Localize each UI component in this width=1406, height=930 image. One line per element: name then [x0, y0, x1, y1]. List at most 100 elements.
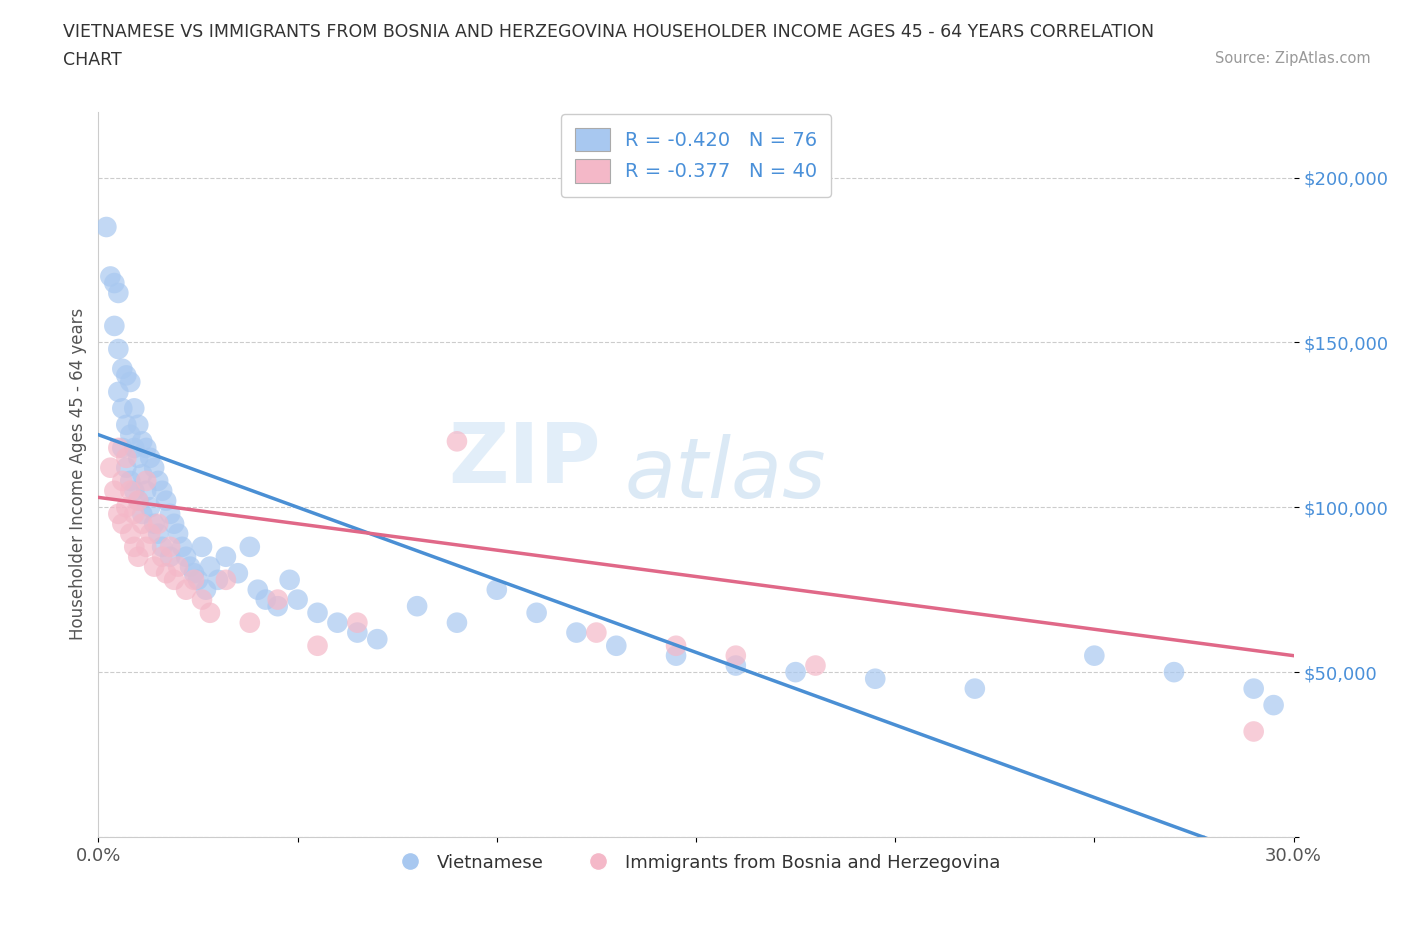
Point	[150, 539, 173, 554]
Point	[124, 507, 146, 522]
Point	[163, 516, 186, 531]
Point	[159, 507, 181, 522]
Point	[150, 484, 173, 498]
Point	[174, 550, 197, 565]
Point	[103, 484, 125, 498]
Point	[98, 269, 122, 284]
Point	[159, 539, 181, 554]
Point	[346, 616, 368, 631]
Point	[1163, 665, 1185, 680]
Point	[1083, 648, 1105, 663]
Point	[115, 418, 138, 432]
Point	[307, 605, 329, 620]
Point	[139, 499, 162, 514]
Point	[120, 473, 142, 488]
Point	[167, 559, 190, 574]
Text: atlas: atlas	[624, 433, 825, 515]
Point	[127, 418, 149, 432]
Point	[865, 671, 887, 686]
Point	[159, 550, 181, 565]
Point	[148, 526, 170, 541]
Y-axis label: Householder Income Ages 45 - 64 years: Householder Income Ages 45 - 64 years	[69, 308, 87, 641]
Point	[143, 516, 166, 531]
Point	[111, 401, 134, 416]
Point	[103, 275, 125, 290]
Point	[191, 592, 214, 607]
Point	[131, 516, 153, 531]
Point	[307, 638, 329, 653]
Text: CHART: CHART	[63, 51, 122, 69]
Point	[111, 516, 134, 531]
Point	[1243, 681, 1265, 696]
Point	[1263, 698, 1285, 712]
Point	[187, 572, 209, 587]
Point	[124, 401, 146, 416]
Point	[115, 499, 138, 514]
Point	[195, 582, 218, 597]
Point	[103, 318, 125, 333]
Point	[406, 599, 429, 614]
Point	[326, 616, 349, 631]
Point	[174, 582, 197, 597]
Point	[124, 441, 146, 456]
Point	[804, 658, 827, 673]
Point	[605, 638, 627, 653]
Point	[724, 648, 747, 663]
Point	[111, 362, 134, 377]
Point	[239, 539, 262, 554]
Point	[127, 493, 149, 508]
Point	[107, 507, 129, 522]
Point	[366, 631, 388, 646]
Point	[963, 681, 986, 696]
Point	[135, 473, 157, 488]
Point	[446, 616, 468, 631]
Point	[446, 434, 468, 449]
Point	[346, 625, 368, 640]
Point	[172, 539, 194, 554]
Point	[148, 473, 170, 488]
Point	[120, 375, 142, 390]
Point	[115, 460, 138, 475]
Point	[287, 592, 309, 607]
Point	[183, 572, 205, 587]
Point	[191, 539, 214, 554]
Point	[143, 460, 166, 475]
Point	[135, 484, 157, 498]
Point	[98, 460, 122, 475]
Point	[111, 441, 134, 456]
Point	[139, 450, 162, 465]
Point	[267, 599, 290, 614]
Point	[179, 559, 201, 574]
Point	[143, 559, 166, 574]
Point	[163, 572, 186, 587]
Text: VIETNAMESE VS IMMIGRANTS FROM BOSNIA AND HERZEGOVINA HOUSEHOLDER INCOME AGES 45 : VIETNAMESE VS IMMIGRANTS FROM BOSNIA AND…	[63, 23, 1154, 41]
Point	[239, 616, 262, 631]
Point	[1243, 724, 1265, 739]
Point	[665, 648, 688, 663]
Point	[127, 493, 149, 508]
Point	[131, 507, 153, 522]
Point	[198, 559, 221, 574]
Point	[107, 286, 129, 300]
Point	[120, 427, 142, 442]
Point	[124, 539, 146, 554]
Legend: Vietnamese, Immigrants from Bosnia and Herzegovina: Vietnamese, Immigrants from Bosnia and H…	[384, 846, 1008, 879]
Point	[585, 625, 607, 640]
Point	[724, 658, 747, 673]
Point	[267, 592, 290, 607]
Point	[131, 434, 153, 449]
Point	[107, 384, 129, 399]
Point	[198, 605, 221, 620]
Point	[207, 572, 229, 587]
Point	[665, 638, 688, 653]
Point	[107, 341, 129, 356]
Point	[115, 450, 138, 465]
Point	[135, 441, 157, 456]
Point	[150, 550, 173, 565]
Point	[526, 605, 548, 620]
Point	[115, 368, 138, 383]
Text: Source: ZipAtlas.com: Source: ZipAtlas.com	[1215, 51, 1371, 66]
Point	[278, 572, 301, 587]
Point	[254, 592, 277, 607]
Point	[124, 484, 146, 498]
